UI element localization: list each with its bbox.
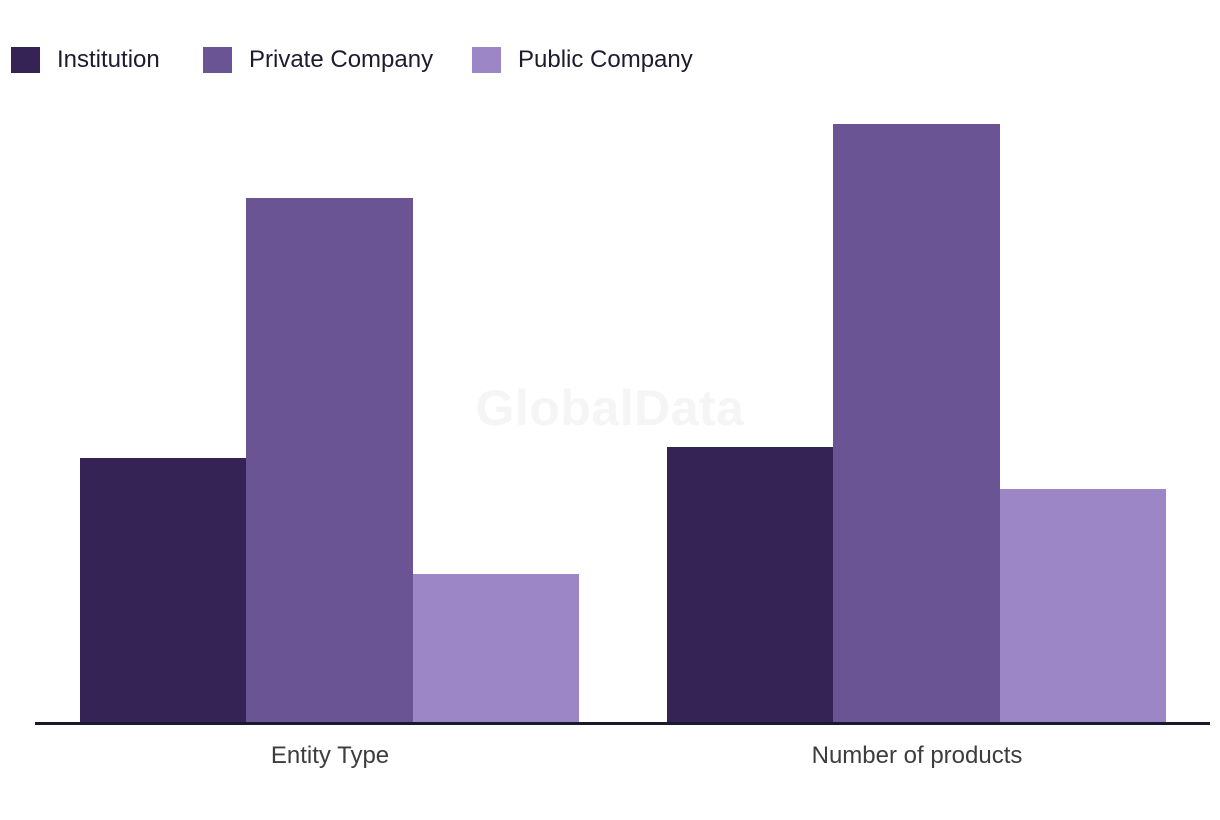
bar-public-company-group-0 bbox=[412, 574, 579, 723]
legend-swatch-institution bbox=[11, 47, 40, 73]
legend-swatch-public-company bbox=[472, 47, 501, 73]
bar-institution-group-0 bbox=[80, 458, 247, 723]
legend-label-private-company: Private Company bbox=[249, 46, 434, 73]
legend-item-public-company: Public Company bbox=[472, 46, 693, 74]
x-axis-line bbox=[35, 722, 1210, 725]
legend-item-institution: Institution bbox=[11, 46, 160, 74]
legend-swatch-private-company bbox=[203, 47, 232, 73]
bar-private-company-group-1 bbox=[833, 124, 1000, 723]
bar-institution-group-1 bbox=[667, 447, 834, 723]
bar-public-company-group-1 bbox=[999, 489, 1166, 723]
legend: Institution Private Company Public Compa… bbox=[0, 0, 1220, 90]
bar-private-company-group-0 bbox=[246, 198, 413, 723]
legend-label-institution: Institution bbox=[57, 46, 160, 73]
legend-item-private-company: Private Company bbox=[203, 46, 433, 74]
plot-area bbox=[80, 124, 1166, 723]
x-label-entity-type: Entity Type bbox=[270, 742, 390, 769]
x-label-number-of-products: Number of products bbox=[811, 742, 1023, 769]
legend-label-public-company: Public Company bbox=[518, 46, 693, 73]
